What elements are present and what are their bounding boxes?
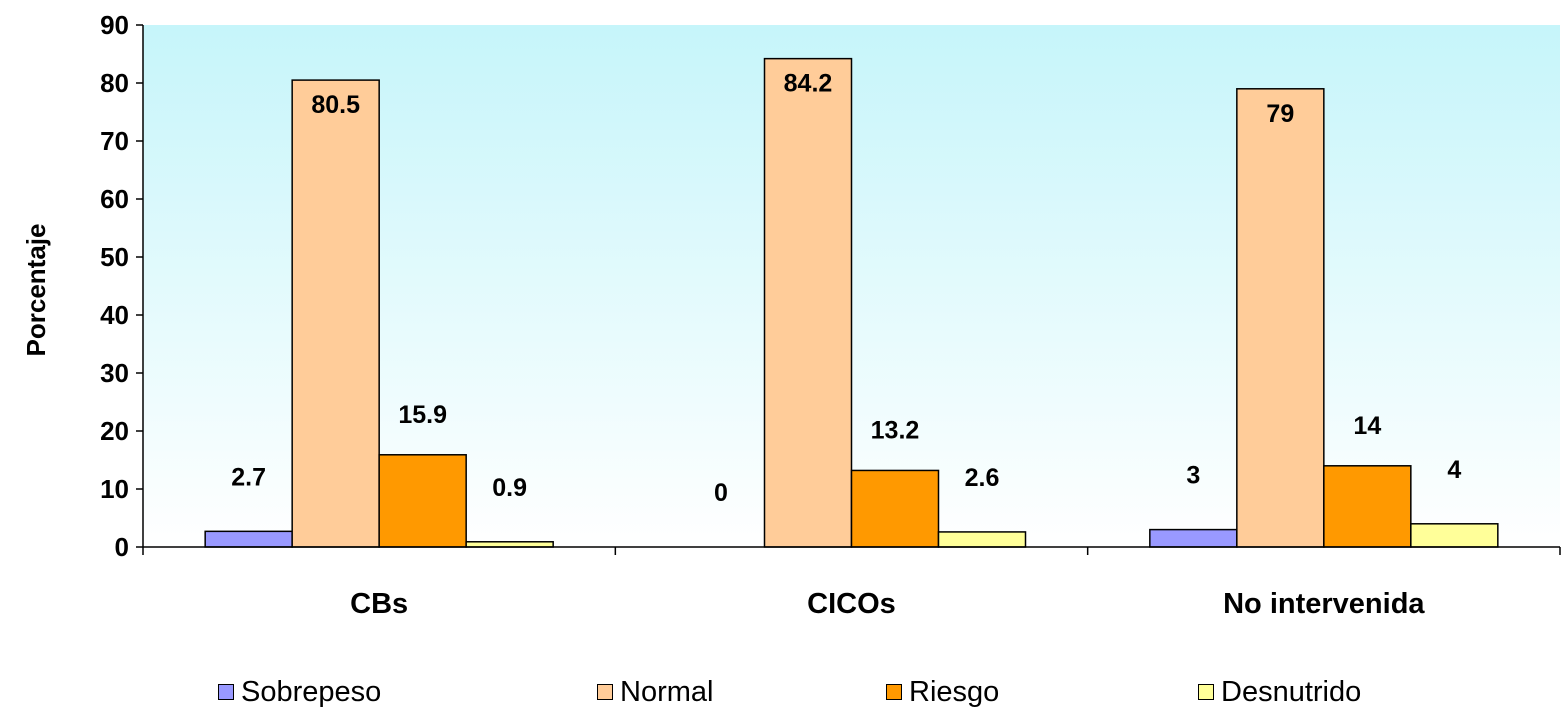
- bar-desnutrido-2: [937, 531, 1027, 548]
- y-tick-label: 60: [100, 184, 129, 214]
- bar-riesgo-3: [1323, 465, 1412, 548]
- legend-swatch: [1198, 684, 1214, 700]
- bar-riesgo-1: [378, 454, 467, 548]
- data-label: 0: [714, 479, 728, 507]
- data-label: 3: [1186, 462, 1200, 490]
- data-label: 15.9: [398, 401, 447, 429]
- legend-item-riesgo: Riesgo: [886, 674, 999, 710]
- x-tick-label: No intervenida: [1223, 588, 1425, 620]
- y-tick-label: 40: [100, 300, 129, 330]
- x-tick-label: CBs: [350, 588, 408, 620]
- y-tick-label: 70: [100, 126, 129, 156]
- data-label: 13.2: [871, 416, 920, 444]
- bar-desnutrido-1: [465, 541, 554, 548]
- bar-normal-2: [763, 57, 853, 548]
- data-label: 2.6: [965, 464, 1000, 492]
- bar-desnutrido-3: [1410, 523, 1499, 548]
- legend-label: Desnutrido: [1221, 676, 1362, 708]
- legend-label: Normal: [620, 676, 714, 708]
- bar-sobrepeso-1: [204, 530, 293, 548]
- y-tick-label: 90: [100, 10, 129, 40]
- legend-item-sobrepeso: Sobrepeso: [218, 674, 381, 710]
- data-label: 79: [1266, 100, 1294, 128]
- x-tick-label: CICOs: [807, 588, 896, 620]
- y-tick-label: 80: [100, 68, 129, 98]
- legend-swatch: [886, 684, 902, 700]
- data-label: 14: [1353, 412, 1381, 440]
- legend: Sobrepeso Normal Riesgo Desnutrido: [0, 674, 1562, 710]
- bar-normal-1: [291, 79, 380, 548]
- y-tick-label: 10: [100, 474, 129, 504]
- bar-sobrepeso-3: [1149, 528, 1238, 548]
- legend-swatch: [218, 684, 234, 700]
- data-label: 84.2: [784, 70, 833, 98]
- y-axis-title: Porcentaje: [21, 224, 51, 357]
- legend-item-normal: Normal: [597, 674, 713, 710]
- bar-chart: 0 10 20 30 40 50 60 70 80 90 2.7 80.5 15.9 0.9 CBs 0 84…: [21, 10, 1561, 620]
- bar-normal-3: [1236, 88, 1325, 548]
- y-tick-label: 30: [100, 358, 129, 388]
- legend-item-desnutrido: Desnutrido: [1198, 674, 1361, 710]
- y-tick-label: 20: [100, 416, 129, 446]
- legend-swatch: [597, 684, 613, 700]
- bar-riesgo-2: [850, 469, 940, 548]
- data-label: 2.7: [231, 463, 266, 491]
- legend-label: Sobrepeso: [241, 676, 382, 708]
- legend-label: Riesgo: [909, 676, 1000, 708]
- data-label: 4: [1447, 456, 1461, 484]
- y-tick-label: 50: [100, 242, 129, 272]
- data-label: 0.9: [492, 474, 527, 502]
- data-label: 80.5: [311, 91, 360, 119]
- y-tick-label: 0: [115, 532, 129, 562]
